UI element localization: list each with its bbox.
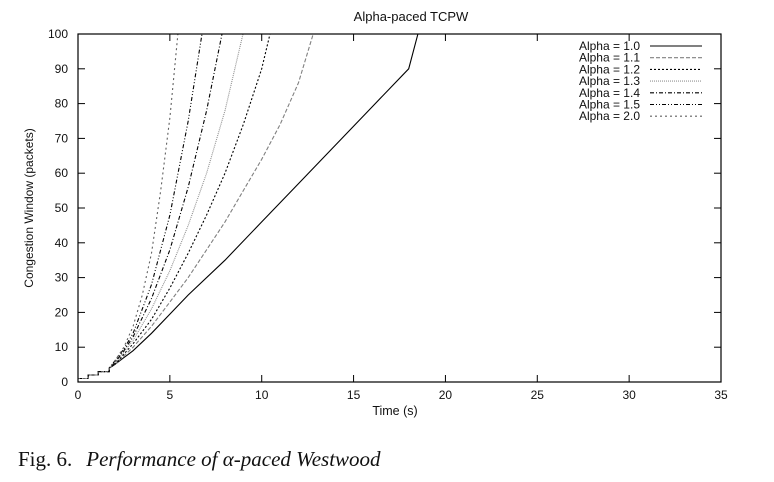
y-tick-label: 80 — [55, 97, 69, 111]
legend-label: Alpha = 1.4 — [579, 86, 640, 100]
x-tick-label: 15 — [347, 388, 361, 402]
y-tick-label: 20 — [55, 305, 69, 319]
x-tick-label: 35 — [714, 388, 728, 402]
y-tick-label: 60 — [55, 166, 69, 180]
x-tick-label: 10 — [255, 388, 269, 402]
series-layer — [78, 33, 721, 380]
y-tick-label: 10 — [55, 340, 69, 354]
y-tick-label: 100 — [48, 27, 68, 41]
x-tick-label: 25 — [531, 388, 545, 402]
x-axis-label: Time (s) — [372, 404, 417, 418]
y-tick-label: 0 — [61, 375, 68, 389]
chart-title: Alpha-paced TCPW — [354, 9, 469, 24]
y-axis-label: Congestion Window (packets) — [22, 128, 36, 287]
series-line-alpha-2 — [78, 33, 721, 380]
y-tick-label: 30 — [55, 271, 69, 285]
legend-label: Alpha = 1.3 — [579, 74, 640, 88]
y-tick-label: 40 — [55, 236, 69, 250]
chart: Alpha-paced TCPW 0102030405060708090100 … — [22, 9, 728, 418]
caption-text: Performance of α-paced Westwood — [86, 447, 381, 471]
caption-label: Fig. 6. — [18, 447, 73, 471]
x-tick-label: 0 — [75, 388, 82, 402]
y-axis: 0 10 20 30 40 50 60 70 80 90 100 — [48, 27, 721, 389]
legend-label: Alpha = 1.0 — [579, 39, 640, 53]
figure-caption: Fig. 6. Performance of α-paced Westwood — [18, 447, 381, 472]
x-axis: 0 5 10 15 20 25 30 35 — [75, 34, 728, 402]
legend-label: Alpha = 1.5 — [579, 98, 640, 112]
x-tick-label: 30 — [622, 388, 636, 402]
x-tick-label: 20 — [439, 388, 453, 402]
y-tick-label: 90 — [55, 62, 69, 76]
y-tick-label: 50 — [55, 201, 69, 215]
legend-label: Alpha = 2.0 — [579, 109, 640, 123]
legend-label: Alpha = 1.2 — [579, 62, 640, 76]
legend-label: Alpha = 1.1 — [579, 51, 640, 65]
y-tick-label: 70 — [55, 131, 69, 145]
x-tick-label: 5 — [167, 388, 174, 402]
